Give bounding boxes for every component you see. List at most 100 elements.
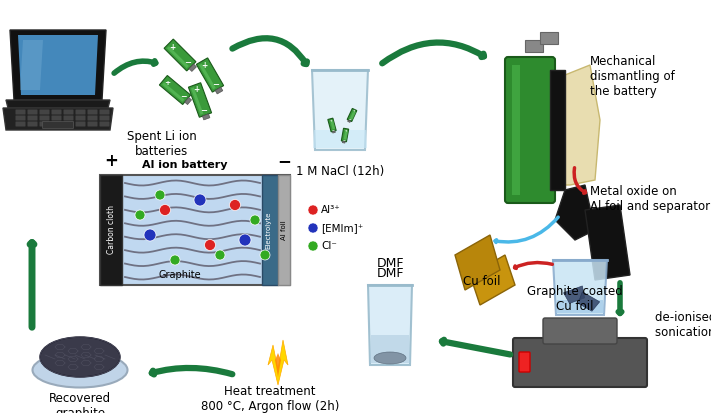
Text: 1 M NaCl (12h): 1 M NaCl (12h) (296, 165, 384, 178)
Circle shape (230, 199, 240, 211)
Text: +: + (353, 109, 355, 113)
Polygon shape (188, 83, 212, 117)
Circle shape (144, 229, 156, 241)
Polygon shape (164, 39, 196, 71)
Polygon shape (167, 46, 189, 68)
Polygon shape (215, 87, 223, 94)
FancyBboxPatch shape (513, 338, 647, 387)
Polygon shape (350, 111, 356, 120)
FancyBboxPatch shape (63, 109, 73, 114)
FancyBboxPatch shape (51, 121, 61, 126)
Text: Cu foil: Cu foil (464, 275, 501, 288)
FancyBboxPatch shape (51, 109, 61, 114)
Polygon shape (10, 30, 106, 100)
Polygon shape (512, 65, 520, 195)
Polygon shape (262, 175, 278, 285)
Circle shape (250, 215, 260, 225)
Polygon shape (348, 120, 351, 122)
Polygon shape (470, 255, 515, 305)
Polygon shape (100, 175, 122, 285)
Polygon shape (564, 286, 584, 304)
FancyBboxPatch shape (40, 109, 50, 114)
Polygon shape (185, 97, 191, 104)
FancyBboxPatch shape (75, 121, 85, 126)
Circle shape (135, 210, 145, 220)
Polygon shape (331, 120, 336, 129)
Polygon shape (341, 128, 348, 142)
FancyBboxPatch shape (519, 352, 530, 372)
Polygon shape (18, 35, 98, 95)
Text: [EMIm]⁺: [EMIm]⁺ (321, 223, 363, 233)
FancyBboxPatch shape (16, 116, 26, 121)
Polygon shape (196, 58, 224, 92)
Polygon shape (368, 285, 412, 365)
Polygon shape (6, 100, 110, 108)
FancyBboxPatch shape (87, 116, 97, 121)
Text: +: + (193, 85, 199, 94)
Polygon shape (347, 109, 357, 121)
Text: −: − (180, 92, 186, 101)
FancyBboxPatch shape (75, 109, 85, 114)
FancyBboxPatch shape (40, 116, 50, 121)
Text: −: − (201, 106, 208, 115)
FancyBboxPatch shape (63, 121, 73, 126)
Polygon shape (370, 335, 410, 363)
Polygon shape (455, 235, 500, 290)
Text: DMF: DMF (376, 257, 404, 270)
Polygon shape (585, 205, 630, 280)
FancyBboxPatch shape (100, 116, 109, 121)
FancyBboxPatch shape (28, 121, 38, 126)
Circle shape (308, 205, 318, 215)
Text: −: − (277, 152, 291, 170)
Text: Graphite: Graphite (159, 270, 201, 280)
Polygon shape (555, 185, 595, 240)
Polygon shape (525, 40, 543, 52)
Text: Al foil: Al foil (281, 220, 287, 240)
Text: −: − (332, 127, 335, 131)
Text: +: + (104, 152, 118, 170)
Text: Carbon cloth: Carbon cloth (107, 206, 115, 254)
Text: −: − (212, 80, 219, 89)
Polygon shape (553, 260, 607, 315)
Text: Metal oxide on
Al foil and separator: Metal oxide on Al foil and separator (590, 185, 710, 213)
FancyBboxPatch shape (43, 121, 73, 128)
Circle shape (194, 194, 206, 206)
Polygon shape (100, 175, 290, 285)
Ellipse shape (374, 352, 406, 364)
Circle shape (155, 190, 165, 200)
Polygon shape (578, 292, 599, 311)
Text: −: − (349, 117, 351, 121)
FancyBboxPatch shape (28, 109, 38, 114)
Circle shape (239, 234, 251, 246)
Polygon shape (342, 141, 345, 143)
Text: DMF: DMF (376, 267, 404, 280)
Text: −: − (343, 138, 346, 141)
Text: Al³⁺: Al³⁺ (321, 205, 341, 215)
Polygon shape (343, 131, 348, 140)
Circle shape (215, 250, 225, 260)
Text: +: + (201, 61, 208, 70)
Circle shape (308, 241, 318, 251)
FancyBboxPatch shape (505, 57, 555, 203)
Polygon shape (199, 64, 215, 89)
Polygon shape (162, 83, 184, 102)
Polygon shape (273, 353, 283, 377)
Polygon shape (540, 32, 558, 44)
Polygon shape (189, 64, 196, 71)
Text: +: + (164, 80, 170, 86)
Text: Graphite coated
Cu foil: Graphite coated Cu foil (527, 285, 623, 313)
Polygon shape (550, 70, 565, 190)
Text: Mechanical
dismantling of
the battery: Mechanical dismantling of the battery (590, 55, 675, 98)
FancyBboxPatch shape (100, 121, 109, 126)
Polygon shape (565, 65, 600, 185)
Text: de-ionised water
sonication (2h): de-ionised water sonication (2h) (655, 311, 711, 339)
FancyBboxPatch shape (16, 121, 26, 126)
Circle shape (205, 240, 215, 251)
Text: +: + (330, 119, 332, 123)
FancyBboxPatch shape (87, 121, 97, 126)
Text: Heat treatment
800 °C, Argon flow (2h): Heat treatment 800 °C, Argon flow (2h) (201, 385, 339, 413)
FancyBboxPatch shape (100, 109, 109, 114)
Polygon shape (159, 76, 191, 104)
FancyBboxPatch shape (63, 116, 73, 121)
FancyBboxPatch shape (28, 116, 38, 121)
